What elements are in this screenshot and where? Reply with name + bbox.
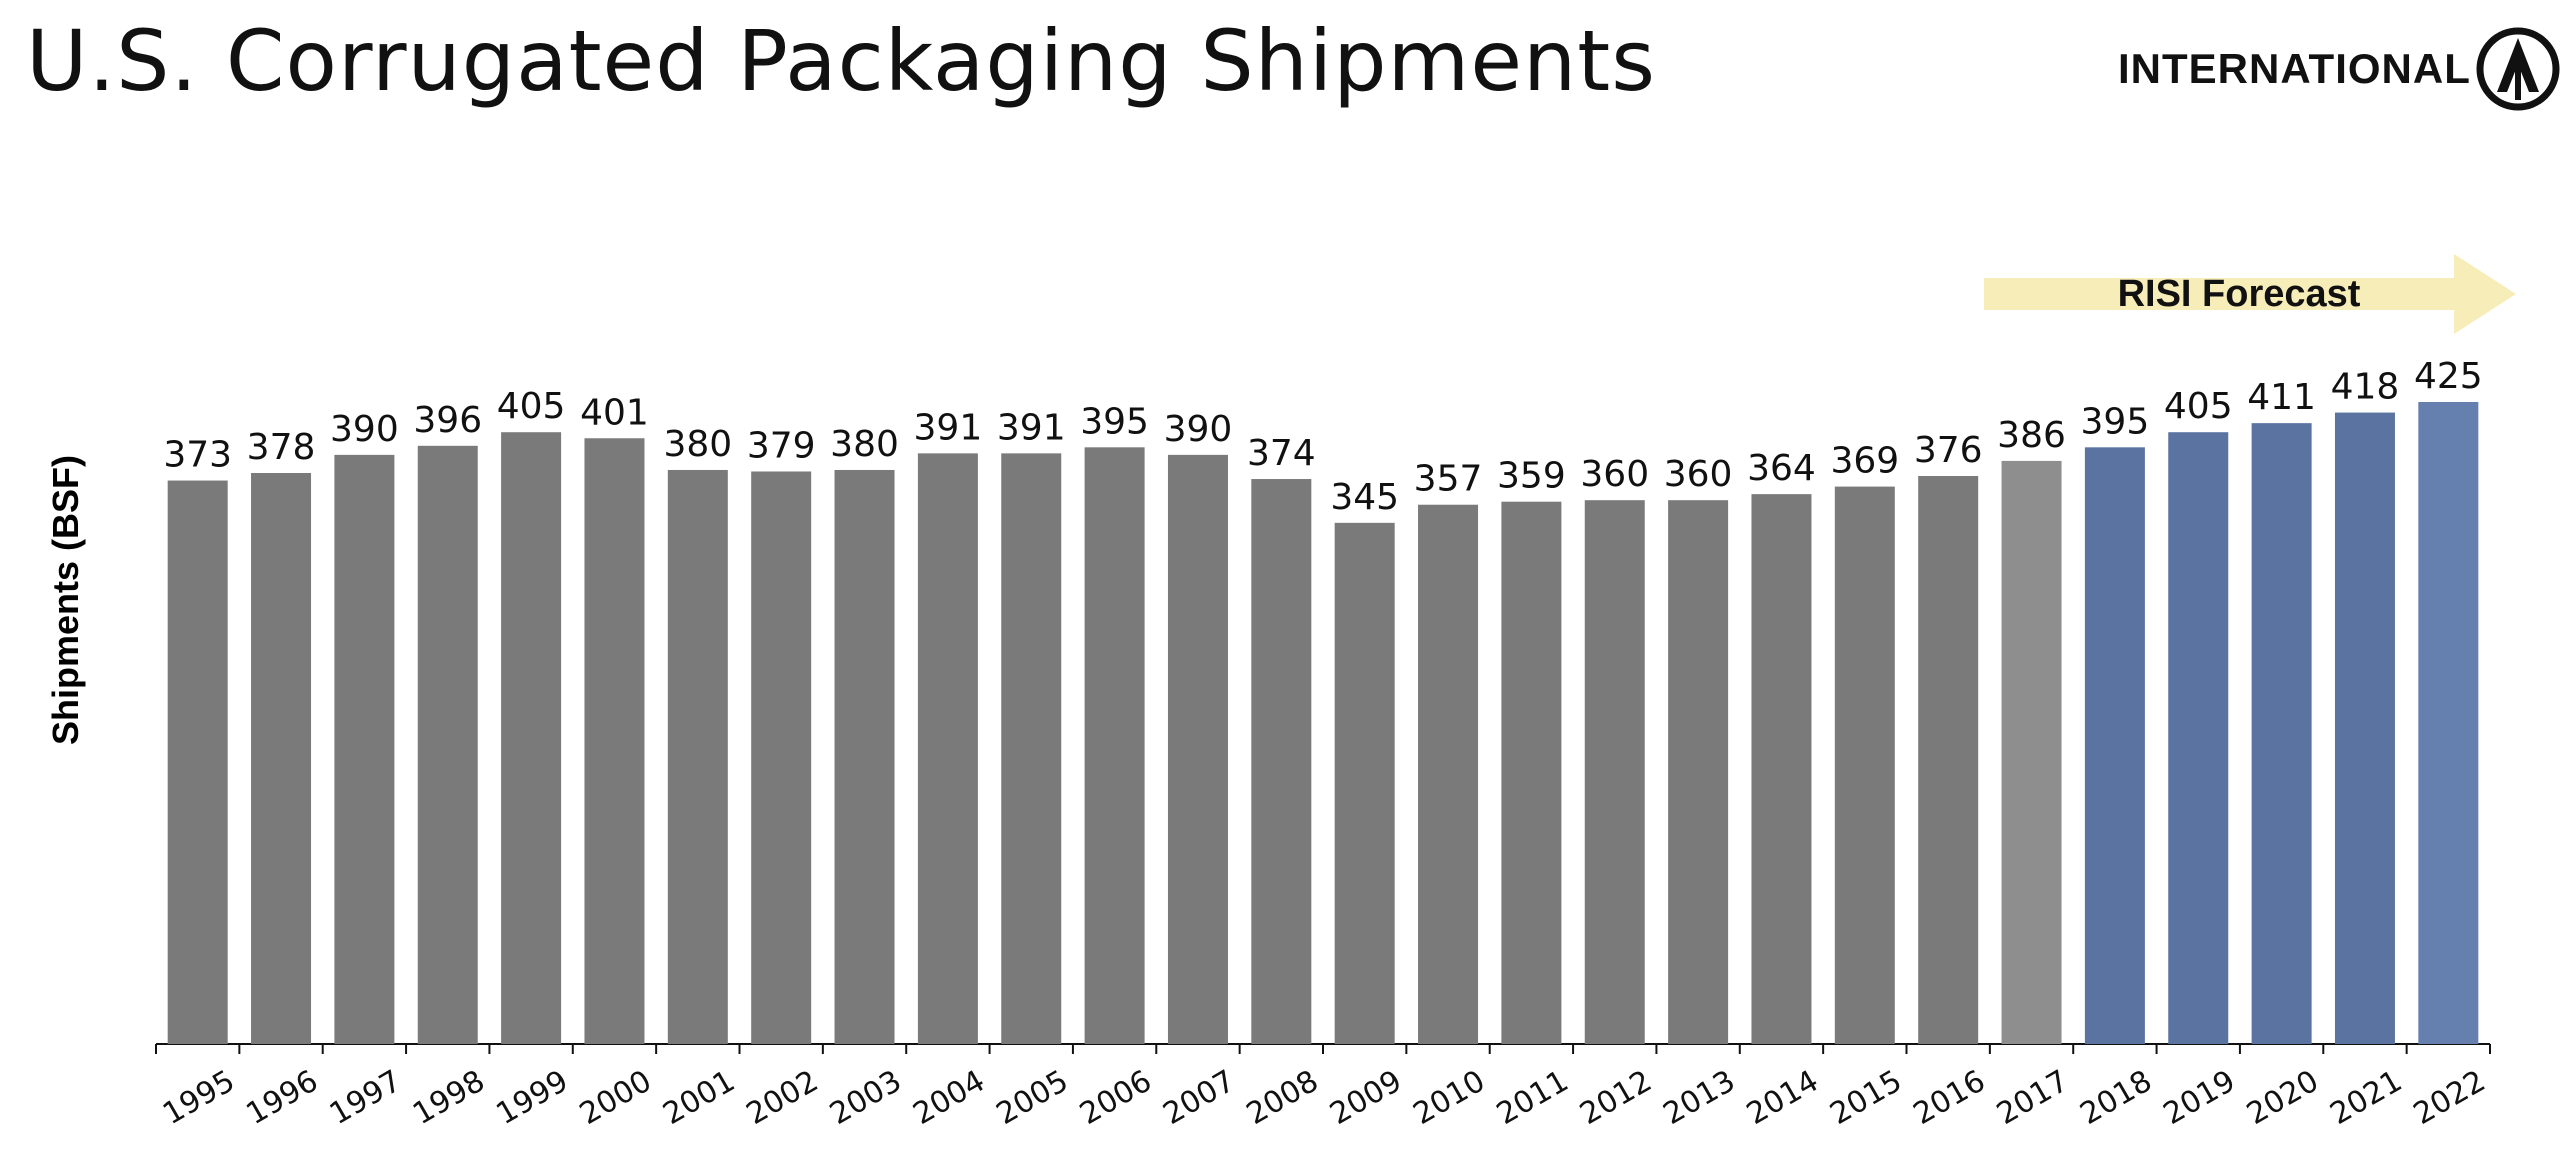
data-label-2006: 395 [1080,401,1149,442]
x-tick-label-2004: 2004 [907,1064,991,1132]
x-tick-label-2016: 2016 [1908,1064,1992,1132]
data-label-2004: 391 [914,407,983,448]
data-label-2008: 374 [1247,433,1316,474]
x-tick-label-2006: 2006 [1074,1064,1158,1132]
x-tick-label-2022: 2022 [2408,1064,2492,1132]
x-tick-label-2002: 2002 [741,1064,825,1132]
data-label-1996: 378 [247,427,316,468]
bar-2016 [1918,476,1979,1045]
bar-1996 [251,472,312,1044]
bar-2007 [1167,454,1228,1044]
company-logo: INTERNATIONAL [2118,26,2561,112]
bar-1995 [167,480,228,1044]
bar-2000 [584,438,645,1044]
x-tick-label-2009: 2009 [1324,1064,1408,1132]
bar-2020 [2251,423,2312,1045]
bar-2008 [1251,479,1312,1044]
data-label-1998: 396 [413,400,482,441]
bar-1999 [501,432,562,1044]
bar-2002 [751,471,812,1044]
data-label-1999: 405 [497,386,566,427]
bar-2017 [2001,460,2062,1044]
data-label-1995: 373 [163,435,232,476]
bar-2014 [1751,494,1812,1044]
bar-2011 [1501,501,1562,1044]
x-tick-label-2020: 2020 [2241,1064,2325,1132]
x-tick-label-2015: 2015 [1824,1064,1908,1132]
x-tick-label-2005: 2005 [991,1064,1075,1132]
forecast-label: RISI Forecast [2117,272,2361,315]
x-tick-label-2010: 2010 [1407,1064,1491,1132]
x-tick-label-2007: 2007 [1157,1064,1241,1132]
bar-2005 [1001,453,1062,1044]
international-paper-logo-icon [2476,27,2560,111]
data-label-2005: 391 [997,407,1066,448]
x-tick-label-1995: 1995 [157,1064,241,1132]
x-tick-label-1996: 1996 [240,1064,324,1132]
data-label-2021: 418 [2331,367,2400,408]
bar-2004 [917,453,978,1044]
x-tick-label-2011: 2011 [1491,1064,1575,1132]
bar-2019 [2168,432,2229,1044]
data-label-2012: 360 [1580,454,1649,495]
data-label-2017: 386 [1997,415,2066,456]
bar-2001 [667,469,728,1045]
data-label-2000: 401 [580,392,649,433]
data-label-2001: 380 [663,424,732,465]
data-label-2010: 357 [1414,459,1483,500]
bar-2022 [2418,402,2479,1044]
data-label-2013: 360 [1664,454,1733,495]
page-title: U.S. Corrugated Packaging Shipments [26,12,1656,110]
x-tick-label-2008: 2008 [1241,1064,1325,1132]
bar-2010 [1418,504,1479,1045]
data-label-2019: 405 [2164,386,2233,427]
x-tick-label-2014: 2014 [1741,1064,1825,1132]
x-tick-label-2018: 2018 [2074,1064,2158,1132]
data-label-2002: 379 [747,425,816,466]
data-label-2014: 364 [1747,448,1816,489]
bar-2013 [1668,500,1729,1044]
bar-2003 [834,469,895,1045]
forecast-banner: RISI Forecast [1984,254,2516,334]
x-tick-label-2001: 2001 [657,1064,741,1132]
data-label-2011: 359 [1497,456,1566,497]
data-label-2020: 411 [2247,377,2316,418]
data-label-1997: 390 [330,409,399,450]
x-tick-label-2021: 2021 [2324,1064,2408,1132]
bar-2018 [2084,447,2145,1045]
bar-2012 [1584,500,1645,1044]
bar-2021 [2334,412,2395,1045]
x-tick-label-1997: 1997 [324,1064,408,1132]
x-tick-label-2013: 2013 [1658,1064,1742,1132]
x-tick-label-2000: 2000 [574,1064,658,1132]
bar-2009 [1334,522,1395,1044]
x-tick-label-2019: 2019 [2158,1064,2242,1132]
data-label-2007: 390 [1164,409,1233,450]
data-label-2009: 345 [1330,477,1399,518]
bar-2015 [1834,486,1895,1045]
x-tick-label-2003: 2003 [824,1064,908,1132]
x-tick-label-2017: 2017 [1991,1064,2075,1132]
bar-1997 [334,454,395,1044]
x-tick-label-2012: 2012 [1574,1064,1658,1132]
data-label-2018: 395 [2081,401,2150,442]
bar-1998 [417,445,478,1044]
bar-2006 [1084,447,1145,1045]
logo-text: INTERNATIONAL [2118,45,2471,92]
data-label-2016: 376 [1914,430,1983,471]
data-label-2003: 380 [830,424,899,465]
x-tick-label-1998: 1998 [407,1064,491,1132]
forecast-arrow-icon [1984,254,2516,334]
x-tick-label-1999: 1999 [491,1064,575,1132]
data-label-2015: 369 [1830,441,1899,482]
data-label-2022: 425 [2414,356,2483,397]
